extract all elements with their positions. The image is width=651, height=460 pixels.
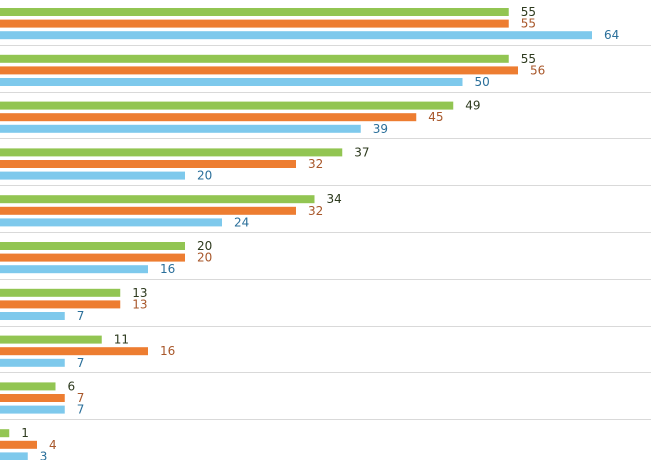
bar-series-2-group-8 <box>0 347 148 356</box>
bar-series-2-group-10 <box>0 440 37 449</box>
bar-series-2-group-9 <box>0 394 65 402</box>
data-label-series-2-group-10: 4 <box>49 438 57 452</box>
bar-series-1-group-7 <box>0 288 121 297</box>
data-label-series-3-group-5: 24 <box>234 215 249 229</box>
bar-series-3-group-2 <box>0 78 463 86</box>
bar-series-1-group-1 <box>0 8 509 16</box>
bar-series-1-group-3 <box>0 101 454 110</box>
data-label-series-3-group-7: 7 <box>77 309 85 323</box>
data-label-series-3-group-9: 7 <box>77 403 85 417</box>
bar-series-1-group-10 <box>0 429 10 438</box>
data-label-series-2-group-7: 13 <box>132 297 147 311</box>
data-label-series-2-group-1: 55 <box>521 17 536 31</box>
bar-series-3-group-1 <box>0 31 592 40</box>
bar-series-1-group-5 <box>0 195 315 204</box>
bar-series-2-group-7 <box>0 300 121 309</box>
data-label-series-1-group-1: 55 <box>521 5 536 19</box>
data-label-series-3-group-3: 39 <box>373 122 388 136</box>
data-label-series-1-group-8: 11 <box>114 333 129 347</box>
bar-series-1-group-6 <box>0 242 185 250</box>
data-label-series-2-group-2: 56 <box>530 63 545 77</box>
data-label-series-3-group-2: 50 <box>475 75 490 89</box>
data-label-series-2-group-3: 45 <box>428 110 443 124</box>
data-label-series-2-group-4: 32 <box>308 157 323 171</box>
bar-series-2-group-6 <box>0 253 185 262</box>
bar-series-1-group-4 <box>0 148 343 157</box>
bar-series-2-group-5 <box>0 206 296 215</box>
data-label-series-1-group-4: 37 <box>354 145 369 159</box>
bar-series-3-group-7 <box>0 312 65 320</box>
bar-series-2-group-1 <box>0 19 509 28</box>
data-label-series-1-group-5: 34 <box>327 192 342 206</box>
data-label-series-3-group-6: 16 <box>160 262 175 276</box>
data-label-series-1-group-3: 49 <box>465 99 480 113</box>
bar-series-2-group-4 <box>0 160 296 168</box>
bar-series-1-group-2 <box>0 54 509 63</box>
bar-series-3-group-9 <box>0 405 65 414</box>
data-label-series-3-group-1: 64 <box>604 28 619 42</box>
bar-series-2-group-3 <box>0 113 417 122</box>
bar-series-3-group-3 <box>0 124 361 133</box>
data-label-series-3-group-4: 20 <box>197 169 212 183</box>
bar-series-3-group-10 <box>0 452 28 460</box>
data-label-series-1-group-10: 1 <box>21 426 29 440</box>
bar-series-3-group-8 <box>0 358 65 367</box>
bar-series-3-group-5 <box>0 218 222 227</box>
data-label-series-3-group-10: 3 <box>40 449 48 460</box>
data-label-series-2-group-5: 32 <box>308 204 323 218</box>
data-label-series-1-group-9: 6 <box>68 379 76 393</box>
data-label-series-2-group-6: 20 <box>197 251 212 265</box>
data-label-series-2-group-8: 16 <box>160 344 175 358</box>
bar-series-1-group-8 <box>0 335 102 344</box>
data-label-series-3-group-8: 7 <box>77 356 85 370</box>
bar-series-2-group-2 <box>0 66 518 75</box>
bar-series-3-group-4 <box>0 171 185 180</box>
bar-series-3-group-6 <box>0 265 148 274</box>
data-label-series-1-group-6: 20 <box>197 239 212 253</box>
bar-series-1-group-9 <box>0 382 56 391</box>
data-label-series-1-group-7: 13 <box>132 286 147 300</box>
data-label-series-2-group-9: 7 <box>77 391 85 405</box>
data-label-series-1-group-2: 55 <box>521 52 536 66</box>
